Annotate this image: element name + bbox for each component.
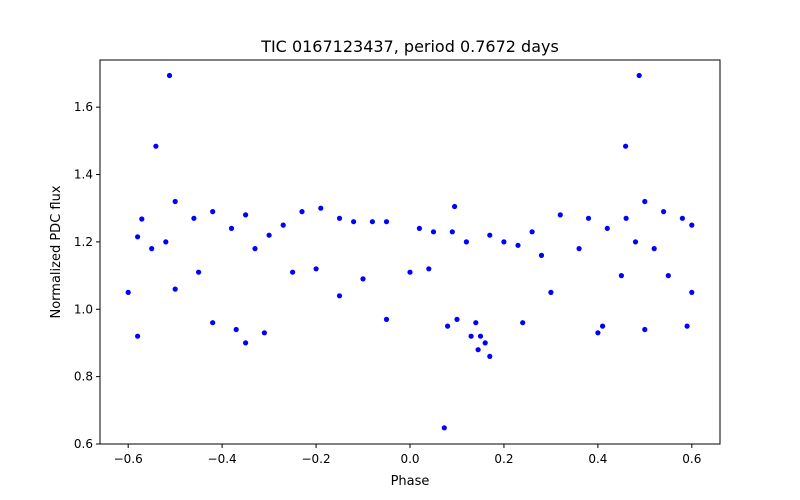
data-point bbox=[623, 143, 629, 149]
data-point bbox=[369, 219, 375, 225]
y-tick-label: 1.4 bbox=[74, 168, 93, 182]
x-tick-label: −0.4 bbox=[208, 452, 237, 466]
data-point bbox=[636, 72, 642, 79]
data-points bbox=[125, 72, 695, 431]
data-point bbox=[416, 225, 422, 231]
y-tick-label: 0.6 bbox=[74, 437, 93, 451]
data-point bbox=[172, 198, 178, 205]
data-point bbox=[642, 326, 648, 333]
y-tick-label: 1.0 bbox=[74, 302, 93, 316]
data-point bbox=[266, 232, 272, 238]
data-point bbox=[557, 212, 563, 218]
data-point bbox=[163, 239, 169, 245]
data-point bbox=[473, 320, 479, 326]
data-point bbox=[684, 323, 690, 329]
x-tick-label: −0.6 bbox=[114, 452, 143, 466]
data-point bbox=[585, 215, 592, 221]
data-point bbox=[383, 316, 390, 322]
data-point bbox=[313, 266, 319, 272]
y-axis-label: Normalized PDC flux bbox=[49, 185, 64, 318]
data-point bbox=[290, 269, 296, 275]
data-point bbox=[632, 239, 639, 245]
data-point bbox=[153, 143, 159, 149]
x-axis-label: Phase bbox=[391, 474, 430, 489]
data-point bbox=[430, 229, 437, 235]
data-point bbox=[661, 209, 667, 215]
data-point bbox=[515, 242, 521, 248]
data-point bbox=[233, 326, 239, 333]
data-point bbox=[452, 203, 458, 210]
x-tick-label: 0.6 bbox=[682, 452, 701, 466]
data-point bbox=[135, 234, 141, 240]
data-point bbox=[642, 198, 648, 205]
data-point bbox=[261, 330, 267, 336]
data-point bbox=[449, 229, 455, 235]
x-axis: −0.6 −0.4 −0.2 0.0 0.2 0.4 0.6 bbox=[114, 444, 701, 466]
data-point bbox=[689, 289, 695, 295]
data-point bbox=[482, 340, 488, 346]
data-point bbox=[210, 320, 216, 326]
data-point bbox=[595, 330, 601, 336]
data-point bbox=[665, 273, 671, 279]
data-point bbox=[228, 225, 235, 231]
data-point bbox=[441, 425, 447, 431]
data-point bbox=[689, 222, 695, 228]
data-point bbox=[487, 353, 493, 359]
data-point bbox=[600, 323, 606, 329]
y-tick-label: 1.2 bbox=[74, 235, 93, 249]
data-point bbox=[318, 205, 324, 211]
data-point bbox=[135, 333, 141, 339]
data-point bbox=[280, 222, 286, 228]
data-point bbox=[149, 246, 155, 252]
data-point bbox=[360, 276, 366, 282]
data-point bbox=[407, 269, 413, 275]
data-point bbox=[618, 273, 625, 279]
data-point bbox=[463, 239, 469, 245]
data-point bbox=[299, 209, 305, 215]
y-axis: 0.6 0.8 1.0 1.2 1.4 1.6 bbox=[74, 100, 100, 451]
data-point bbox=[477, 333, 484, 339]
y-tick-label: 0.8 bbox=[74, 370, 93, 384]
data-point bbox=[336, 215, 343, 221]
x-tick-label: 0.0 bbox=[400, 452, 419, 466]
x-tick-label: 0.2 bbox=[494, 452, 513, 466]
data-point bbox=[196, 269, 202, 275]
data-point bbox=[125, 289, 131, 295]
data-point bbox=[487, 232, 493, 238]
data-point bbox=[243, 340, 249, 346]
data-point bbox=[468, 333, 474, 339]
data-point bbox=[336, 293, 343, 299]
data-point bbox=[454, 316, 460, 322]
data-point bbox=[576, 246, 582, 252]
data-point bbox=[651, 246, 657, 252]
data-point bbox=[139, 216, 145, 222]
data-point bbox=[520, 320, 526, 326]
y-tick-label: 1.6 bbox=[74, 100, 93, 114]
x-tick-label: −0.2 bbox=[301, 452, 330, 466]
data-point bbox=[604, 225, 610, 231]
data-point bbox=[548, 289, 554, 295]
x-tick-label: 0.4 bbox=[588, 452, 607, 466]
data-point bbox=[475, 347, 481, 353]
data-point bbox=[538, 252, 545, 258]
data-point bbox=[383, 219, 390, 225]
data-point bbox=[426, 266, 432, 272]
data-point bbox=[501, 239, 507, 245]
data-point bbox=[445, 323, 451, 329]
data-point bbox=[166, 72, 173, 79]
data-point bbox=[351, 219, 357, 225]
data-point bbox=[252, 246, 258, 252]
data-point bbox=[623, 215, 629, 221]
data-point bbox=[210, 209, 216, 215]
data-point bbox=[679, 215, 686, 221]
chart-title: TIC 0167123437, period 0.7672 days bbox=[260, 37, 559, 56]
data-point bbox=[172, 286, 178, 292]
data-point bbox=[243, 212, 249, 218]
data-point bbox=[529, 229, 535, 235]
data-point bbox=[191, 215, 197, 221]
